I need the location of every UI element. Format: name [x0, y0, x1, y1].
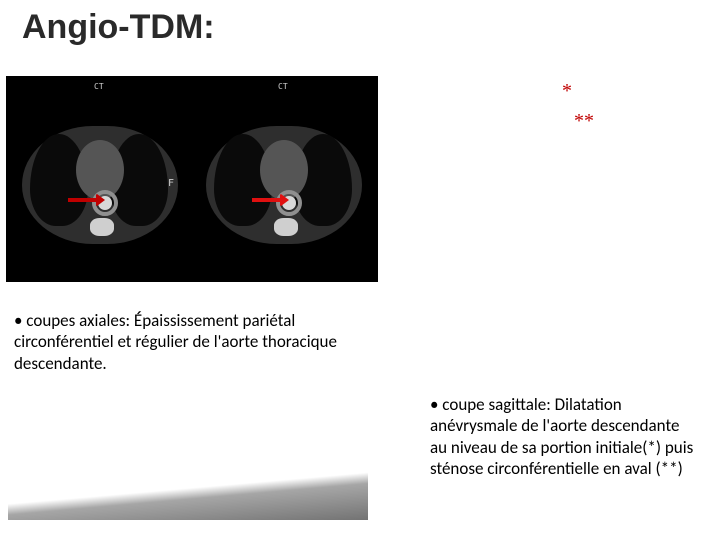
ct-spine	[90, 218, 114, 236]
page-title: Angio-TDM:	[22, 8, 215, 47]
ct-overlay-text: CT	[278, 82, 288, 91]
annotation-arrow	[68, 198, 98, 202]
arrowhead-icon	[97, 194, 105, 206]
caption-axial: • coupes axiales: Épaississement pariéta…	[14, 310, 344, 374]
marker-single-asterisk: *	[562, 80, 572, 103]
ct-axial-panel: CT F CT	[6, 76, 378, 282]
decorative-shadow	[8, 460, 368, 520]
arrowhead-icon	[281, 194, 289, 206]
annotation-arrow	[252, 198, 282, 202]
ct-axial-image-1: CT F	[10, 80, 190, 278]
ct-axial-image-2: CT	[194, 80, 374, 278]
marker-double-asterisk: **	[574, 110, 594, 133]
caption-sagittal: • coupe sagittale: Dilatation anévrysmal…	[430, 394, 700, 479]
ct-spine	[274, 218, 298, 236]
ct-overlay-text: CT	[94, 82, 104, 91]
ct-overlay-text: F	[168, 178, 174, 189]
